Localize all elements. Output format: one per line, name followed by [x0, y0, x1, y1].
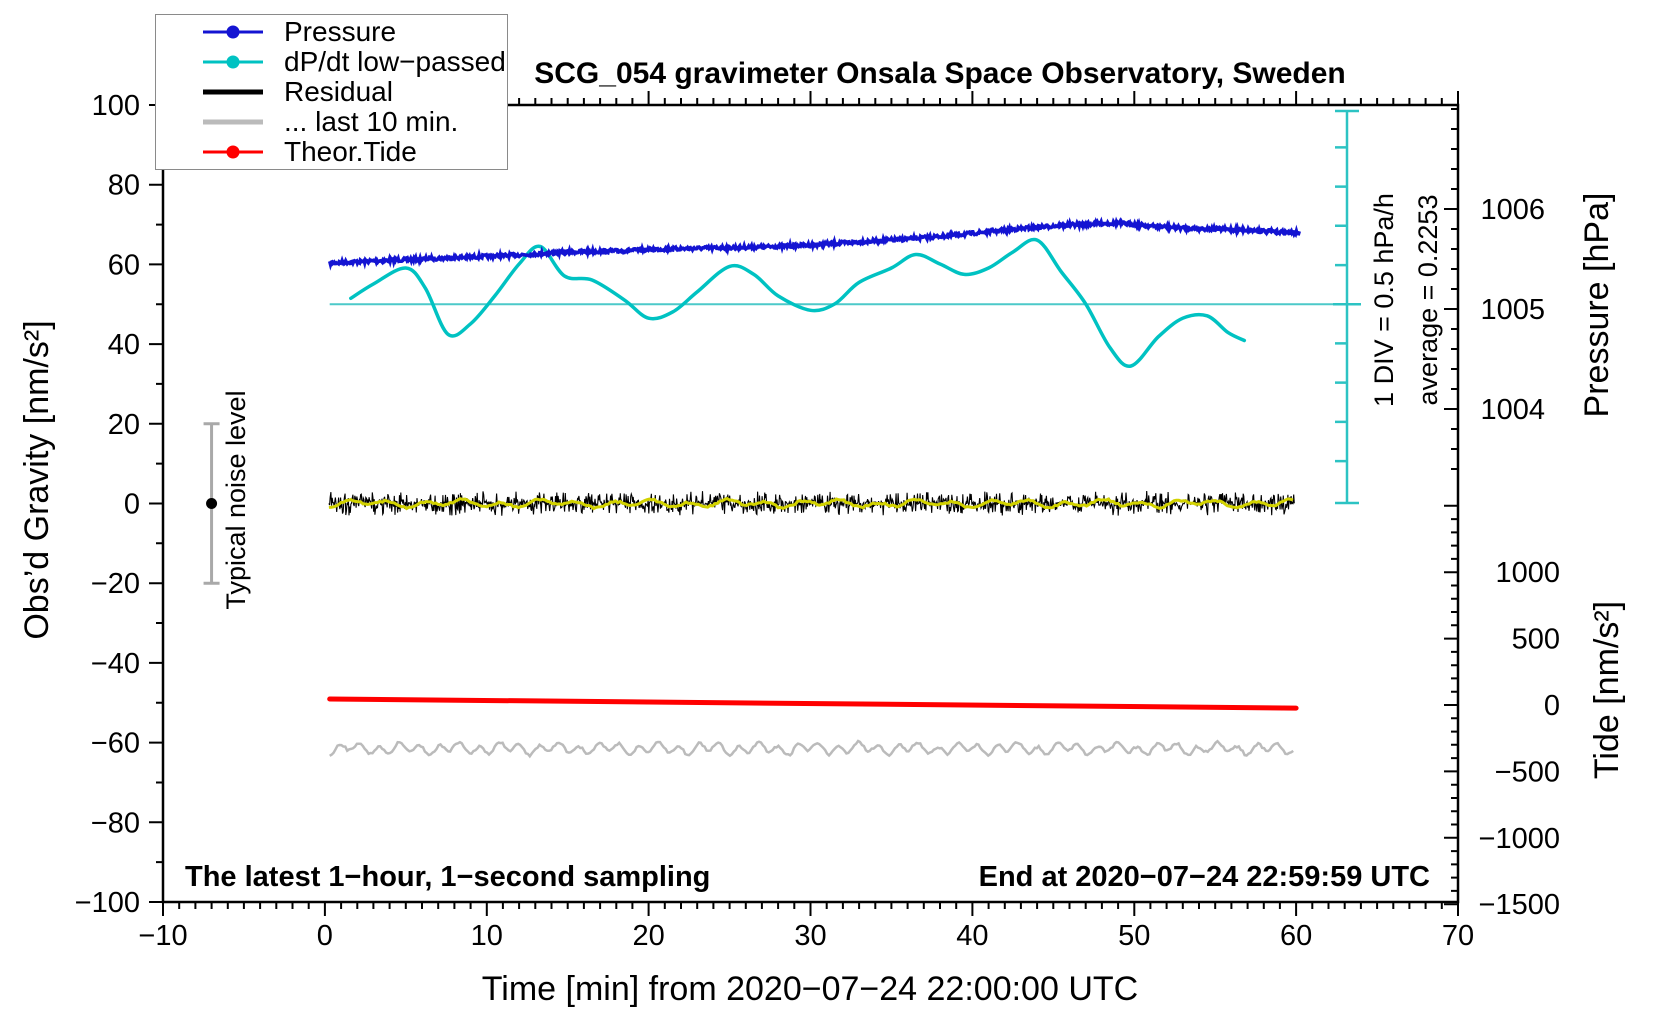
end-time-text: End at 2020−07−24 22:59:59 UTC	[979, 861, 1430, 893]
svg-text:1004: 1004	[1480, 394, 1545, 426]
left-axis-title: Obs’d Gravity [nm/s²]	[18, 320, 56, 639]
noise-level-annotation: Typical noise level	[221, 390, 251, 609]
svg-text:20: 20	[632, 920, 664, 952]
svg-text:50: 50	[1118, 920, 1150, 952]
legend-label-residual: Residual	[284, 76, 393, 107]
svg-text:−80: −80	[91, 807, 140, 839]
svg-text:10: 10	[471, 920, 503, 952]
last10min-line-swatch	[203, 114, 263, 130]
svg-text:80: 80	[108, 170, 140, 202]
chart-dynamic-layer: −10 0 10 20 30 40 50 60 70−100−80−60−40−20020406…	[75, 90, 1560, 952]
svg-text:1005: 1005	[1480, 294, 1545, 326]
legend-item-residual: Residual	[156, 76, 507, 107]
svg-text:−60: −60	[91, 728, 140, 760]
right-tide-axis-title: Tide [nm/s²]	[1588, 601, 1626, 779]
sampling-info-text: The latest 1−hour, 1−second sampling	[185, 861, 710, 893]
legend-label-dpdt: dP/dt low−passed	[284, 46, 506, 77]
svg-text:−100: −100	[75, 887, 140, 919]
chart-title: SCG_054 gravimeter Onsala Space Observat…	[534, 57, 1346, 90]
svg-text:−20: −20	[91, 568, 140, 600]
svg-text:100: 100	[92, 90, 140, 122]
svg-text:−10: −10	[138, 920, 187, 952]
svg-text:−1500: −1500	[1479, 889, 1560, 921]
svg-text:0: 0	[124, 489, 140, 521]
svg-text:1006: 1006	[1480, 194, 1545, 226]
svg-text:30: 30	[794, 920, 826, 952]
svg-text:70: 70	[1442, 920, 1474, 952]
dpdt-line-swatch	[203, 54, 263, 70]
svg-text:0: 0	[317, 920, 333, 952]
svg-text:−40: −40	[91, 648, 140, 680]
residual-line-swatch	[203, 84, 263, 100]
legend-label-theortide: Theor.Tide	[284, 136, 417, 167]
legend-label-pressure: Pressure	[284, 16, 397, 47]
average-annotation: average = 0.2253	[1413, 195, 1443, 406]
svg-text:60: 60	[108, 249, 140, 281]
legend-item-theortide: Theor.Tide	[156, 136, 507, 167]
svg-text:−1000: −1000	[1479, 823, 1560, 855]
plot-frame	[161, 103, 1460, 904]
svg-text:1000: 1000	[1495, 557, 1560, 589]
div-scale-annotation: 1 DIV = 0.5 hPa/h	[1369, 193, 1399, 407]
bottom-axis-title: Time [min] from 2020−07−24 22:00:00 UTC	[482, 970, 1138, 1008]
svg-text:500: 500	[1512, 624, 1560, 656]
right-pressure-axis-title: Pressure [hPa]	[1578, 193, 1616, 418]
legend-item-last10min: ... last 10 min.	[156, 106, 507, 137]
svg-text:60: 60	[1280, 920, 1312, 952]
legend-label-last10min: ... last 10 min.	[284, 106, 459, 137]
pressure-line-swatch	[203, 24, 263, 40]
svg-text:40: 40	[108, 329, 140, 361]
svg-text:−500: −500	[1495, 756, 1560, 788]
svg-text:0: 0	[1544, 690, 1560, 722]
theortide-line-swatch	[203, 144, 263, 160]
legend-item-pressure: Pressure	[156, 16, 507, 47]
svg-text:40: 40	[956, 920, 988, 952]
svg-text:20: 20	[108, 409, 140, 441]
legend-box: Pressure dP/dt low−passed Residual ... l…	[155, 14, 508, 170]
legend-item-dpdt: dP/dt low−passed	[156, 46, 507, 77]
